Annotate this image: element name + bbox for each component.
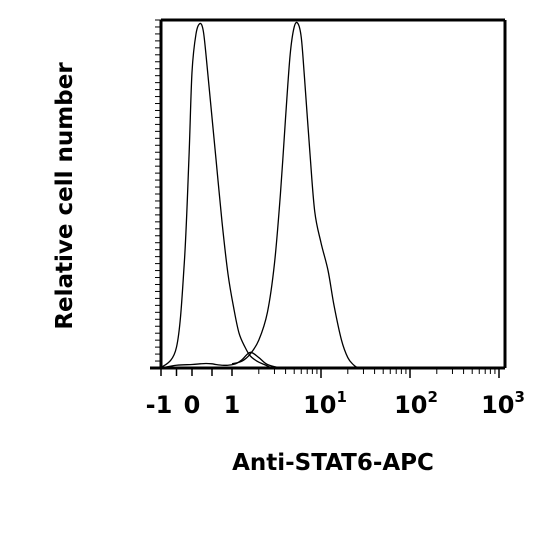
series-group xyxy=(160,21,359,369)
x-tick-label: 103 xyxy=(481,388,525,419)
histogram-series-3 xyxy=(231,21,359,369)
x-tick-label: 0 xyxy=(184,391,201,419)
histogram-series-2 xyxy=(160,22,273,369)
x-tick-label: 101 xyxy=(303,388,347,419)
x-axis-tick-labels: -1 0 1 101 102 103 xyxy=(146,388,525,419)
x-tick-label: -1 xyxy=(146,391,173,419)
plot-frame xyxy=(150,18,507,370)
x-axis-ticks xyxy=(160,368,500,378)
x-tick-label: 102 xyxy=(394,388,438,419)
histogram-series-1 xyxy=(160,351,281,369)
x-tick-label: 1 xyxy=(224,391,241,419)
y-axis-title: Relative cell number xyxy=(52,62,78,330)
x-axis-title: Anti-STAT6-APC xyxy=(232,450,434,476)
y-axis-ticks xyxy=(155,19,161,369)
